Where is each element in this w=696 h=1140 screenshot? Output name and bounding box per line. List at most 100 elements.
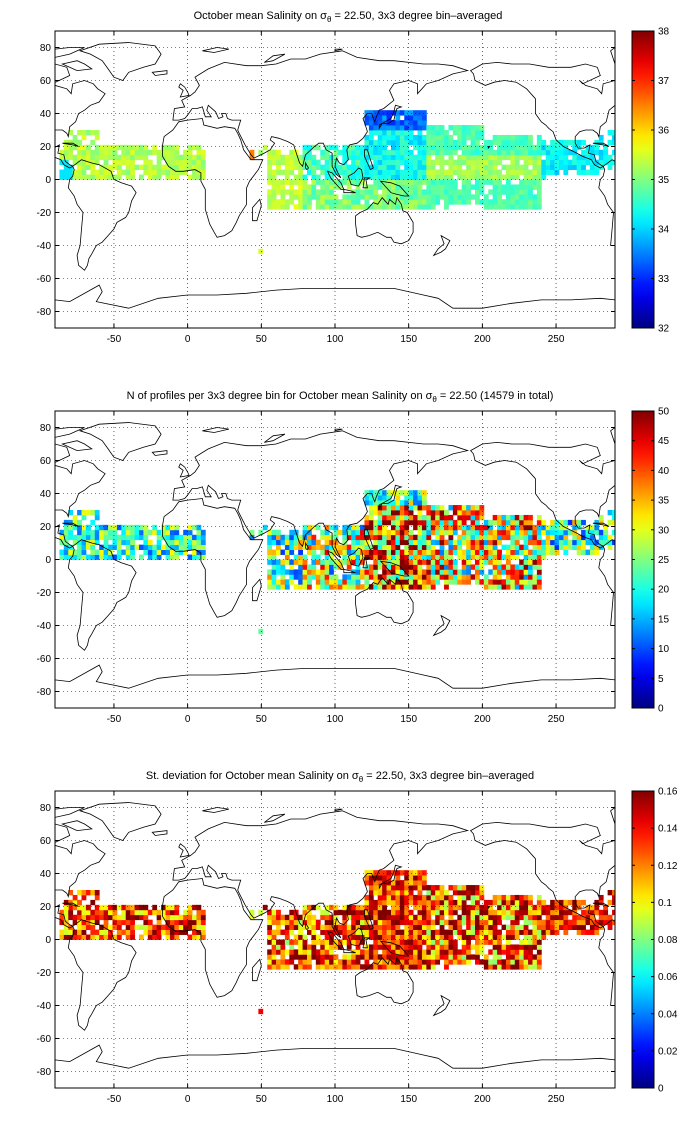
data-bin	[391, 894, 396, 901]
data-bin	[307, 904, 312, 911]
data-bin	[404, 519, 410, 526]
data-bin	[289, 184, 295, 190]
data-bin	[510, 949, 516, 955]
data-bin	[519, 169, 525, 175]
data-bin	[488, 139, 494, 146]
data-bin	[346, 144, 352, 151]
data-bin	[289, 179, 295, 185]
data-bin	[395, 579, 401, 585]
data-bin	[139, 149, 144, 156]
data-bin	[404, 919, 410, 926]
data-bin	[528, 529, 533, 536]
data-bin	[475, 554, 480, 560]
data-bin	[351, 934, 357, 940]
data-bin	[364, 199, 370, 205]
data-bin	[377, 154, 383, 161]
data-bin	[479, 544, 485, 550]
data-bin	[483, 154, 489, 161]
data-bin	[399, 899, 405, 906]
data-bin	[284, 959, 290, 965]
data-bin	[276, 929, 281, 935]
data-bin	[271, 959, 277, 965]
data-bin	[598, 529, 604, 536]
data-bin	[417, 549, 423, 555]
data-bin	[395, 500, 401, 506]
data-bin	[302, 954, 308, 960]
data-bin	[368, 514, 374, 521]
data-bin	[337, 564, 343, 570]
data-bin	[435, 949, 441, 955]
data-bin	[77, 924, 82, 930]
data-bin	[311, 159, 317, 166]
data-bin	[528, 939, 533, 945]
data-bin	[421, 110, 427, 116]
data-bin	[413, 524, 418, 531]
data-bin	[298, 939, 303, 945]
data-bin	[413, 939, 418, 945]
data-bin	[324, 949, 330, 955]
data-bin	[386, 125, 392, 131]
data-bin	[351, 579, 357, 585]
data-bin	[501, 944, 507, 950]
data-bin	[192, 914, 197, 921]
data-bin	[413, 885, 418, 891]
data-bin	[576, 144, 582, 151]
data-bin	[351, 144, 357, 151]
data-bin	[479, 949, 485, 955]
data-bin	[373, 194, 379, 200]
data-bin	[382, 154, 387, 161]
data-bin	[192, 144, 197, 151]
data-bin	[108, 934, 113, 940]
data-bin	[271, 189, 277, 195]
data-bin	[333, 549, 339, 555]
data-bin	[497, 929, 502, 935]
data-bin	[483, 579, 489, 585]
data-bin	[276, 944, 281, 950]
data-bin	[448, 194, 454, 200]
colorbar-tick-label: 30	[658, 525, 670, 536]
data-bin	[523, 144, 529, 151]
colorbar-tick-label: 0.06	[658, 972, 678, 983]
data-bin	[497, 184, 502, 190]
data-bin	[187, 924, 193, 930]
data-bin	[541, 159, 547, 166]
data-bin	[125, 159, 131, 166]
data-bin	[391, 949, 396, 955]
data-bin	[324, 529, 330, 536]
data-bin	[298, 164, 303, 170]
data-bin	[492, 194, 498, 200]
x-tick-label: 200	[474, 334, 491, 345]
data-bin	[497, 934, 502, 940]
data-bin	[112, 174, 118, 180]
data-bin	[426, 939, 432, 945]
data-bin	[112, 154, 118, 161]
data-bin	[174, 159, 180, 166]
data-bin	[368, 120, 374, 126]
data-bin	[395, 169, 401, 175]
data-bin	[169, 534, 175, 541]
data-bin	[302, 579, 308, 585]
data-bin	[324, 144, 330, 151]
data-bin	[576, 524, 582, 531]
data-bin	[351, 954, 357, 960]
data-bin	[112, 164, 118, 170]
data-bin	[382, 505, 387, 511]
data-bin	[329, 934, 334, 940]
data-bin	[165, 144, 171, 151]
data-bin	[612, 130, 615, 136]
data-bin	[505, 184, 511, 190]
data-bin	[399, 134, 405, 141]
data-bin	[448, 505, 454, 511]
data-bin	[505, 899, 511, 906]
data-bin	[161, 909, 166, 916]
data-bin	[479, 959, 485, 965]
data-bin	[404, 505, 410, 511]
data-bin	[360, 159, 365, 166]
data-bin	[386, 139, 392, 146]
data-bin	[360, 524, 365, 531]
data-bin	[483, 139, 489, 146]
data-bin	[439, 510, 445, 516]
data-bin	[346, 964, 352, 970]
data-bin	[404, 914, 410, 921]
